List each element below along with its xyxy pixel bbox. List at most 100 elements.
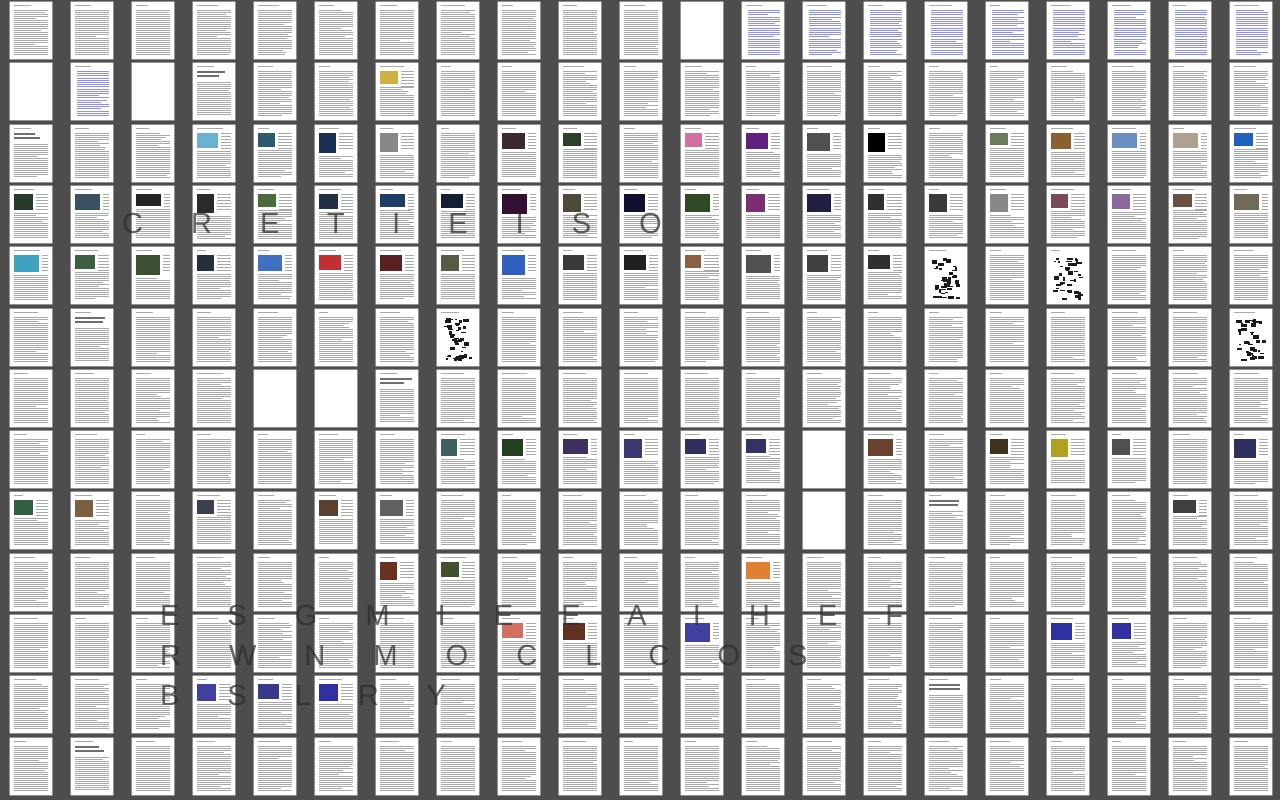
page-thumbnail[interactable] xyxy=(925,63,967,120)
page-thumbnail[interactable] xyxy=(742,186,784,243)
page-thumbnail[interactable] xyxy=(1047,492,1089,549)
page-thumbnail[interactable] xyxy=(559,247,601,304)
page-thumbnail[interactable] xyxy=(10,186,52,243)
page-thumbnail[interactable] xyxy=(498,554,540,611)
page-thumbnail[interactable] xyxy=(925,492,967,549)
page-thumbnail[interactable] xyxy=(620,370,662,427)
page-thumbnail[interactable] xyxy=(10,615,52,672)
page-thumbnail[interactable] xyxy=(1230,2,1272,59)
page-thumbnail[interactable] xyxy=(986,2,1028,59)
page-thumbnail[interactable] xyxy=(1169,247,1211,304)
page-thumbnail[interactable] xyxy=(498,63,540,120)
page-thumbnail[interactable] xyxy=(1047,63,1089,120)
page-thumbnail[interactable] xyxy=(986,492,1028,549)
page-thumbnail[interactable] xyxy=(437,370,479,427)
page-thumbnail[interactable] xyxy=(620,309,662,366)
page-thumbnail[interactable] xyxy=(193,615,235,672)
page-thumbnail[interactable] xyxy=(803,125,845,182)
page-thumbnail[interactable] xyxy=(742,247,784,304)
page-thumbnail[interactable] xyxy=(925,125,967,182)
page-thumbnail[interactable] xyxy=(10,63,52,120)
page-thumbnail[interactable] xyxy=(559,370,601,427)
page-thumbnail[interactable] xyxy=(1047,2,1089,59)
page-thumbnail[interactable] xyxy=(498,2,540,59)
page-thumbnail[interactable] xyxy=(864,63,906,120)
page-thumbnail[interactable] xyxy=(620,2,662,59)
page-thumbnail[interactable] xyxy=(559,431,601,488)
page-thumbnail[interactable] xyxy=(864,125,906,182)
page-thumbnail[interactable] xyxy=(986,309,1028,366)
page-thumbnail[interactable] xyxy=(1230,125,1272,182)
page-thumbnail[interactable] xyxy=(742,63,784,120)
page-thumbnail[interactable] xyxy=(132,309,174,366)
page-thumbnail[interactable] xyxy=(376,125,418,182)
page-thumbnail[interactable] xyxy=(803,492,845,549)
page-thumbnail[interactable] xyxy=(864,309,906,366)
page-thumbnail[interactable] xyxy=(193,431,235,488)
page-thumbnail[interactable] xyxy=(254,63,296,120)
page-thumbnail[interactable] xyxy=(71,309,113,366)
page-thumbnail[interactable] xyxy=(71,492,113,549)
page-thumbnail[interactable] xyxy=(10,309,52,366)
page-thumbnail[interactable] xyxy=(1230,309,1272,366)
page-thumbnail[interactable] xyxy=(193,125,235,182)
page-thumbnail[interactable] xyxy=(681,186,723,243)
page-thumbnail[interactable] xyxy=(681,370,723,427)
page-thumbnail[interactable] xyxy=(315,247,357,304)
page-thumbnail[interactable] xyxy=(376,63,418,120)
page-thumbnail[interactable] xyxy=(437,309,479,366)
page-thumbnail[interactable] xyxy=(1047,309,1089,366)
page-thumbnail[interactable] xyxy=(559,125,601,182)
page-thumbnail[interactable] xyxy=(681,63,723,120)
page-thumbnail[interactable] xyxy=(132,63,174,120)
page-thumbnail[interactable] xyxy=(315,2,357,59)
page-thumbnail[interactable] xyxy=(71,186,113,243)
page-thumbnail[interactable] xyxy=(986,554,1028,611)
page-thumbnail[interactable] xyxy=(1108,2,1150,59)
page-thumbnail[interactable] xyxy=(315,63,357,120)
page-thumbnail[interactable] xyxy=(437,247,479,304)
page-thumbnail[interactable] xyxy=(559,309,601,366)
page-thumbnail[interactable] xyxy=(559,554,601,611)
page-thumbnail[interactable] xyxy=(193,309,235,366)
page-thumbnail[interactable] xyxy=(132,2,174,59)
page-thumbnail[interactable] xyxy=(71,431,113,488)
page-thumbnail[interactable] xyxy=(1169,554,1211,611)
page-thumbnail[interactable] xyxy=(437,63,479,120)
page-thumbnail[interactable] xyxy=(254,186,296,243)
page-thumbnail[interactable] xyxy=(803,63,845,120)
page-thumbnail[interactable] xyxy=(559,63,601,120)
page-thumbnail[interactable] xyxy=(132,186,174,243)
page-thumbnail[interactable] xyxy=(1169,309,1211,366)
page-thumbnail[interactable] xyxy=(742,2,784,59)
page-thumbnail[interactable] xyxy=(1230,431,1272,488)
page-thumbnail[interactable] xyxy=(193,63,235,120)
page-thumbnail[interactable] xyxy=(1047,186,1089,243)
page-thumbnail[interactable] xyxy=(620,554,662,611)
page-thumbnail[interactable] xyxy=(132,370,174,427)
page-thumbnail[interactable] xyxy=(742,554,784,611)
page-thumbnail[interactable] xyxy=(132,247,174,304)
page-thumbnail[interactable] xyxy=(864,186,906,243)
page-thumbnail[interactable] xyxy=(437,554,479,611)
page-thumbnail[interactable] xyxy=(620,125,662,182)
page-thumbnail[interactable] xyxy=(681,247,723,304)
page-thumbnail[interactable] xyxy=(742,370,784,427)
page-thumbnail[interactable] xyxy=(254,554,296,611)
page-thumbnail[interactable] xyxy=(71,615,113,672)
page-thumbnail[interactable] xyxy=(742,125,784,182)
page-thumbnail[interactable] xyxy=(254,125,296,182)
page-thumbnail[interactable] xyxy=(437,492,479,549)
page-thumbnail[interactable] xyxy=(1108,309,1150,366)
page-thumbnail[interactable] xyxy=(315,431,357,488)
page-thumbnail[interactable] xyxy=(742,309,784,366)
page-thumbnail[interactable] xyxy=(864,431,906,488)
page-thumbnail[interactable] xyxy=(1169,186,1211,243)
page-thumbnail[interactable] xyxy=(193,186,235,243)
page-thumbnail[interactable] xyxy=(1169,431,1211,488)
page-thumbnail[interactable] xyxy=(254,309,296,366)
page-thumbnail[interactable] xyxy=(376,554,418,611)
page-thumbnail[interactable] xyxy=(254,247,296,304)
page-thumbnail[interactable] xyxy=(132,492,174,549)
